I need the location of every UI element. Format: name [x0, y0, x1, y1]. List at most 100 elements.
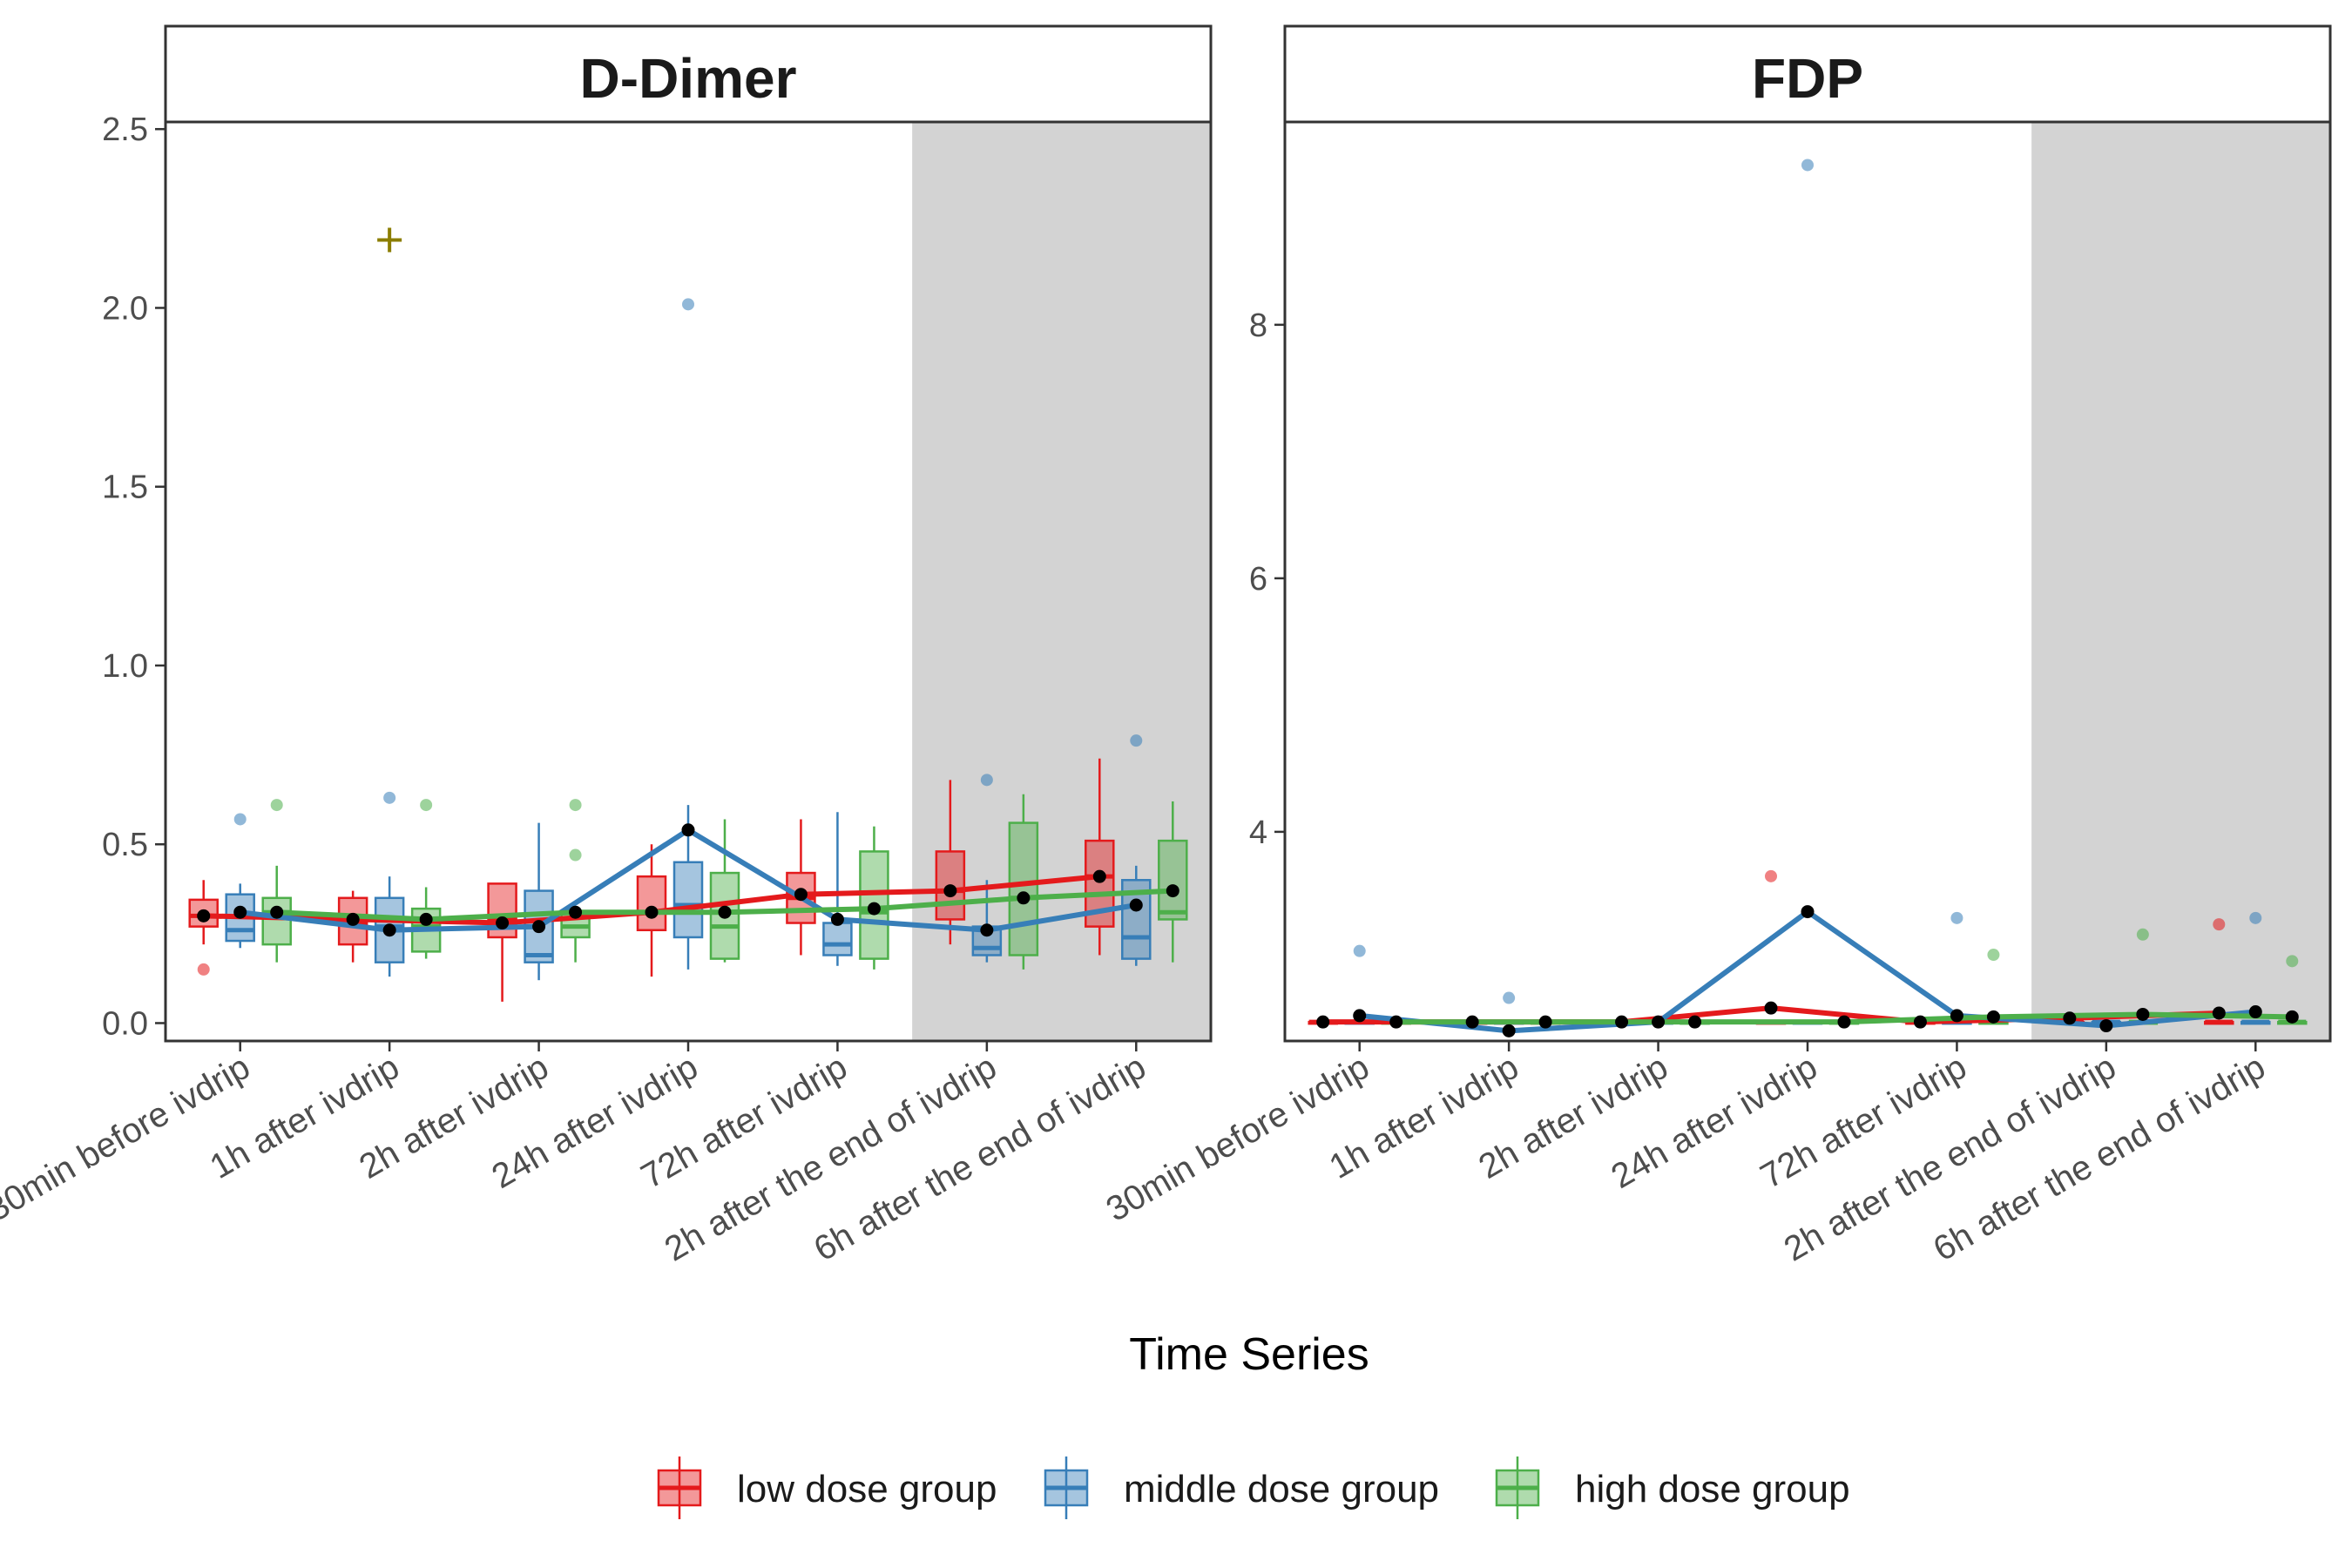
mean-point-low-dose-group — [1092, 869, 1106, 883]
mean-point-low-dose-group — [794, 888, 808, 902]
mean-point-high-dose-group — [270, 905, 284, 919]
mean-point-low-dose-group — [1465, 1015, 1479, 1029]
legend: low dose group middle dose group high dose… — [657, 1456, 1850, 1519]
outlier-point — [2213, 918, 2226, 931]
x-axis-title: Time Series — [1129, 1329, 1369, 1380]
mean-point-high-dose-group — [2285, 1010, 2299, 1024]
box-body — [261, 896, 292, 946]
outlier-point — [270, 799, 283, 812]
outlier-point — [1353, 944, 1366, 957]
box-body — [672, 861, 704, 939]
outlier-point — [569, 799, 582, 812]
mean-point-middle-dose-group — [980, 923, 994, 937]
mean-point-low-dose-group — [943, 884, 957, 898]
mean-point-middle-dose-group — [382, 923, 396, 937]
mean-point-high-dose-group — [1538, 1015, 1552, 1029]
y-tick-label: 1.0 — [102, 648, 148, 685]
outlier-point — [2136, 928, 2149, 941]
outlier-point — [1765, 869, 1777, 882]
outlier-point — [980, 774, 993, 787]
outlier-point — [383, 791, 396, 804]
mean-point-high-dose-group — [1389, 1015, 1403, 1029]
legend-label: low dose group — [737, 1468, 997, 1511]
mean-point-high-dose-group — [1837, 1015, 1851, 1029]
annotation-plus-marker — [377, 227, 402, 253]
legend-label: middle dose group — [1124, 1468, 1439, 1511]
outlier-point — [197, 963, 210, 976]
mean-point-low-dose-group — [1913, 1015, 1927, 1029]
box-high-dose-group — [1158, 801, 1188, 963]
mean-point-high-dose-group — [1688, 1015, 1702, 1029]
mean-point-low-dose-group — [1615, 1015, 1629, 1029]
box-body — [636, 875, 667, 931]
mean-point-middle-dose-group — [1129, 898, 1143, 912]
mean-point-middle-dose-group — [2099, 1019, 2113, 1033]
mean-point-middle-dose-group — [681, 823, 695, 837]
mean-point-middle-dose-group — [1950, 1009, 1963, 1023]
outlier-point — [2286, 955, 2299, 968]
mean-point-high-dose-group — [1166, 884, 1179, 898]
box-middle-dose-group — [2240, 911, 2271, 1025]
outlier-point — [1503, 991, 1516, 1004]
y-tick-label: 1.5 — [102, 470, 148, 506]
strip-title-d-dimer: D-Dimer — [580, 47, 797, 110]
mean-point-high-dose-group — [718, 905, 732, 919]
strip-title-fdp: FDP — [1752, 47, 1863, 110]
shaded-region — [2031, 122, 2330, 1041]
outlier-point — [1950, 911, 1963, 924]
mean-point-middle-dose-group — [233, 905, 247, 919]
legend-item-high-dose-group: high dose group — [1495, 1456, 1850, 1519]
box-middle-dose-group — [672, 298, 704, 970]
y-tick-label: 2.0 — [102, 290, 148, 327]
outlier-point — [682, 298, 694, 311]
box-body — [1008, 821, 1039, 956]
mean-point-middle-dose-group — [830, 912, 844, 926]
legend-label: high dose group — [1575, 1468, 1850, 1511]
legend-item-middle-dose-group: middle dose group — [1044, 1456, 1439, 1519]
mean-point-low-dose-group — [645, 905, 659, 919]
mean-point-middle-dose-group — [1801, 905, 1815, 919]
box-high-dose-group — [261, 799, 292, 963]
mean-point-high-dose-group — [1017, 891, 1031, 905]
mean-point-high-dose-group — [419, 912, 433, 926]
panel-d-dimer: D-Dimer 0.0 0.5 1.0 1.5 2.0 2.5 30min before iv… — [0, 24, 1213, 1268]
mean-point-high-dose-group — [569, 905, 583, 919]
mean-point-middle-dose-group — [1353, 1009, 1367, 1023]
mean-point-high-dose-group — [867, 902, 881, 916]
mean-point-low-dose-group — [1764, 1001, 1778, 1015]
mean-point-middle-dose-group — [1652, 1015, 1666, 1029]
y-tick-label: 8 — [1249, 308, 1267, 344]
mean-point-low-dose-group — [346, 912, 360, 926]
mean-point-middle-dose-group — [1502, 1024, 1516, 1037]
outlier-point — [1987, 949, 2000, 962]
x-tick-label: 30min before ivdrip — [0, 1048, 256, 1229]
box-low-dose-group — [786, 819, 816, 956]
y-tick-label: 0.0 — [102, 1005, 148, 1042]
mean-point-high-dose-group — [1986, 1010, 2000, 1024]
y-tick-label: 2.5 — [102, 112, 148, 148]
mean-point-middle-dose-group — [2248, 1005, 2262, 1019]
y-tick-label: 6 — [1249, 561, 1267, 598]
outlier-point — [233, 813, 247, 826]
outlier-point — [2249, 911, 2262, 924]
mean-point-middle-dose-group — [532, 920, 546, 934]
box-low-dose-group — [2204, 918, 2234, 1025]
mean-point-low-dose-group — [2063, 1011, 2077, 1025]
outlier-point — [420, 799, 433, 812]
box-high-dose-group — [560, 799, 591, 963]
y-tick-label: 4 — [1249, 814, 1267, 851]
mean-point-low-dose-group — [2212, 1006, 2226, 1020]
facet-panels: D-Dimer 0.0 0.5 1.0 1.5 2.0 2.5 30min before iv… — [0, 24, 2332, 1268]
mean-point-low-dose-group — [197, 909, 211, 923]
box-body — [822, 922, 853, 956]
y-tick-label: 0.5 — [102, 827, 148, 863]
mean-point-low-dose-group — [1316, 1015, 1330, 1029]
outlier-point — [1801, 159, 1814, 172]
legend-item-low-dose-group: low dose group — [657, 1456, 997, 1519]
box-body — [1158, 839, 1188, 921]
mean-point-low-dose-group — [496, 916, 510, 930]
outlier-point — [1130, 734, 1143, 747]
outlier-point — [569, 848, 582, 862]
